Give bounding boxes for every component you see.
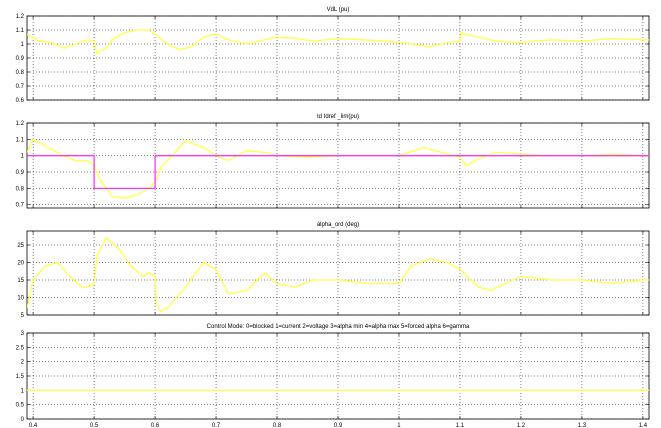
series-line-1 (27, 29, 649, 55)
y-tick-label: 2.5 (16, 345, 25, 351)
x-tick-label: 0.9 (334, 423, 343, 428)
y-tick-label: 1.2 (16, 121, 25, 127)
y-tick-label: 1.5 (16, 374, 25, 380)
y-tick-label: 2 (21, 360, 25, 366)
panel-title: alpha_ord (deg) (317, 222, 359, 228)
series-line-1 (27, 237, 649, 313)
y-tick-label: 10 (17, 296, 24, 302)
y-tick-label: 1.1 (16, 28, 25, 34)
x-tick-label: 0.6 (151, 423, 160, 428)
x-tick-label: 1.3 (578, 423, 587, 428)
y-tick-label: 3 (21, 331, 25, 337)
plot-panel-4: Control Mode: 0=blocked 1=current 2=volt… (16, 324, 650, 428)
x-tick-label: 0.4 (29, 423, 38, 428)
panel-title: Control Mode: 0=blocked 1=current 2=volt… (207, 324, 470, 330)
y-tick-label: 1 (21, 154, 25, 160)
y-tick-label: 1.1 (16, 137, 25, 143)
x-tick-label: 1.1 (456, 423, 465, 428)
x-tick-label: 1.4 (639, 423, 648, 428)
x-tick-label: 0.7 (212, 423, 221, 428)
y-tick-label: 20 (17, 261, 24, 267)
y-tick-label: 0.8 (16, 186, 25, 192)
y-tick-label: 0.8 (16, 70, 25, 76)
x-tick-label: 0.8 (273, 423, 282, 428)
x-tick-label: 1 (397, 423, 401, 428)
y-tick-label: 1 (21, 388, 25, 394)
y-tick-label: 0 (21, 417, 25, 423)
panel-title: Id Idref _lim(pu) (317, 114, 359, 120)
series-line-2 (27, 155, 649, 190)
y-tick-label: 25 (17, 243, 24, 249)
x-tick-label: 0.5 (90, 423, 99, 428)
y-tick-label: 0.9 (16, 56, 25, 62)
plot-panel-1: VdL (pu) 0.6 0.7 0.8 0.9 1 1.1 1.2 (16, 7, 650, 104)
plot-panel-2: Id Idref _lim(pu) 0.7 0.8 0.9 1 1.1 1.2 (16, 114, 650, 209)
panel-title: VdL (pu) (327, 7, 350, 13)
y-tick-label: 5 (21, 313, 25, 319)
y-tick-label: 0.7 (16, 203, 25, 209)
plot-panel-3: alpha_ord (deg) 5 10 15 20 25 (17, 222, 650, 319)
y-tick-label: 1.2 (16, 14, 25, 20)
y-tick-label: 1 (21, 42, 25, 48)
y-tick-label: 0.9 (16, 170, 25, 176)
y-tick-label: 0.6 (16, 98, 25, 104)
y-tick-label: 0.7 (16, 84, 25, 90)
y-tick-label: 15 (17, 278, 24, 284)
y-tick-label: 0.5 (16, 403, 25, 409)
x-tick-label: 1.2 (517, 423, 526, 428)
